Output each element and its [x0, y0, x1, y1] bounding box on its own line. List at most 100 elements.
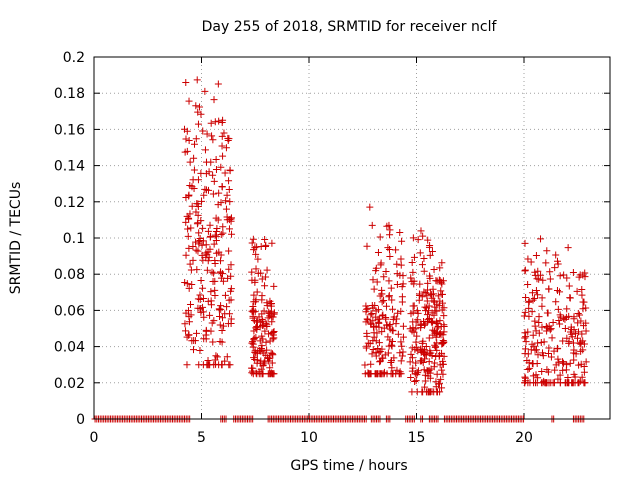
data-point — [538, 368, 546, 376]
data-point — [186, 158, 194, 166]
data-point — [407, 373, 415, 381]
data-point — [372, 348, 380, 356]
data-point — [211, 291, 219, 299]
data-point — [364, 339, 372, 347]
data-point — [571, 373, 579, 381]
data-point — [190, 166, 198, 174]
data-point — [199, 127, 207, 135]
data-point — [424, 315, 432, 323]
data-point — [552, 298, 560, 306]
data-point — [385, 293, 393, 301]
data-point — [265, 330, 273, 338]
data-point — [414, 236, 422, 244]
data-point — [210, 361, 218, 369]
data-point — [438, 384, 446, 392]
data-point — [217, 257, 225, 265]
data-point — [199, 256, 207, 264]
data-point — [579, 305, 587, 313]
data-point — [572, 330, 580, 338]
data-point — [211, 118, 219, 126]
data-point — [220, 322, 228, 330]
data-point — [188, 281, 196, 289]
data-point — [562, 366, 570, 374]
data-point — [209, 136, 217, 144]
data-point — [419, 232, 427, 240]
data-point — [221, 357, 229, 365]
data-point — [214, 216, 222, 224]
data-point — [219, 223, 227, 231]
data-point — [417, 320, 425, 328]
y-tick-label: 0.04 — [54, 340, 85, 356]
y-tick-label: 0.1 — [63, 231, 85, 247]
data-point — [421, 303, 429, 311]
data-point — [532, 287, 540, 295]
data-point — [368, 221, 376, 229]
data-point — [184, 214, 192, 222]
data-point — [582, 358, 590, 366]
data-point — [269, 351, 277, 359]
data-point — [385, 277, 393, 285]
data-point — [549, 318, 557, 326]
data-point — [388, 326, 396, 334]
data-point — [433, 370, 441, 378]
data-point — [428, 319, 436, 327]
data-point — [525, 298, 533, 306]
data-point — [432, 343, 440, 351]
data-point — [184, 232, 192, 240]
data-point — [182, 218, 190, 226]
data-point — [533, 275, 541, 283]
data-point — [570, 326, 578, 334]
data-point — [186, 181, 194, 189]
data-point — [252, 324, 260, 332]
data-point — [258, 292, 266, 300]
data-point — [529, 296, 537, 304]
data-point — [380, 324, 388, 332]
data-point — [577, 347, 585, 355]
data-point — [529, 331, 537, 339]
data-point — [204, 357, 212, 365]
data-point — [269, 313, 277, 321]
data-point — [202, 170, 210, 178]
data-point — [408, 388, 416, 396]
data-point — [532, 327, 540, 335]
data-point — [432, 277, 440, 285]
data-point — [192, 246, 200, 254]
data-point — [566, 294, 574, 302]
data-point — [538, 294, 546, 302]
data-point — [525, 364, 533, 372]
data-point — [531, 268, 539, 276]
data-point — [252, 333, 260, 341]
data-point — [410, 328, 418, 336]
axis-ticks: 0 5 10 15 20 0 0.02 0.04 0.06 0.08 0.1 0.12 0.14 0.16… — [54, 50, 610, 446]
data-point — [538, 302, 546, 310]
data-point — [190, 184, 198, 192]
data-point — [440, 328, 448, 336]
data-point — [190, 154, 198, 162]
data-point — [430, 266, 438, 274]
data-point — [545, 344, 553, 352]
data-point — [252, 265, 260, 273]
data-point — [423, 292, 431, 300]
data-point — [209, 171, 217, 179]
data-point — [417, 227, 425, 235]
data-point — [534, 374, 542, 382]
data-point — [407, 274, 415, 282]
data-point — [433, 339, 441, 347]
data-point — [265, 354, 273, 362]
data-point — [367, 360, 375, 368]
data-point — [198, 197, 206, 205]
data-point — [539, 276, 547, 284]
data-point — [392, 246, 400, 254]
data-point — [227, 217, 235, 225]
data-point — [408, 367, 416, 375]
data-point — [185, 137, 193, 145]
data-point — [385, 322, 393, 330]
data-point — [185, 244, 193, 252]
data-point — [522, 333, 530, 341]
data-point — [196, 347, 204, 355]
data-point — [208, 268, 216, 276]
data-point — [569, 339, 577, 347]
data-point — [424, 279, 432, 287]
y-axis-label: SRMTID / TECUs — [8, 182, 24, 295]
data-point — [561, 324, 569, 332]
